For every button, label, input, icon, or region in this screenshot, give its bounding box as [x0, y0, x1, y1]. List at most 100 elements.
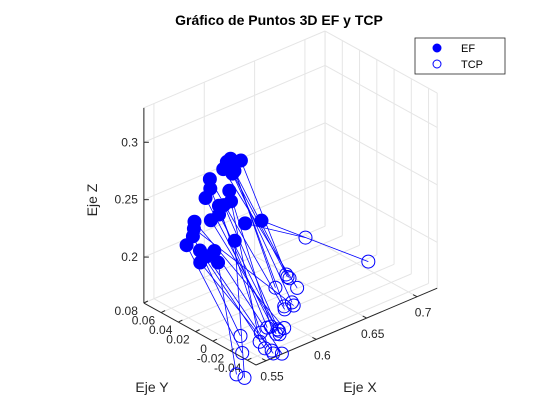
legend-ef-label: EF [461, 43, 475, 55]
y-tick-label: 0.06 [132, 314, 156, 328]
tcp-point [290, 280, 305, 295]
ef-tcp-link-line [223, 204, 280, 331]
ef-tcp-link-line [230, 201, 261, 342]
grid-line-floor-x [304, 234, 418, 298]
y-tick-mark [247, 357, 252, 361]
x-tick-mark [412, 294, 418, 298]
x-tick-label: 0.65 [361, 327, 385, 341]
grid-line-floor-y [160, 235, 343, 314]
grid-line-floor-x [204, 276, 317, 340]
y-tick-mark [195, 329, 200, 333]
tcp-point [266, 346, 281, 361]
legend: EF TCP [414, 37, 506, 75]
tcp-point [298, 230, 313, 245]
ef-point [238, 216, 253, 231]
x-tick-mark [362, 315, 367, 319]
ef-tcp-link-line [210, 220, 278, 330]
x-tick-mark [312, 336, 317, 340]
x-tick-label: 0.6 [314, 348, 331, 362]
tcp-point [257, 341, 272, 356]
tcp-point [237, 370, 252, 385]
tcp-point [280, 270, 295, 285]
z-axis-label: Eje Z [84, 183, 100, 216]
tcp-point [274, 346, 289, 361]
tcp-point [233, 328, 248, 343]
z-tick-label: 0.3 [121, 135, 138, 149]
tcp-point [253, 325, 268, 340]
y-tick-label: 0.02 [166, 333, 190, 347]
grid-line-wall-z [324, 179, 438, 243]
y-tick-mark [212, 338, 218, 342]
ef-point [211, 198, 226, 213]
grid-line-floor-x [153, 298, 267, 362]
ef-point [179, 238, 194, 253]
ef-point [203, 213, 218, 228]
legend-ef-marker [432, 43, 442, 53]
tcp-point [229, 367, 244, 382]
ef-point [211, 255, 226, 270]
tcp-point [268, 280, 283, 295]
tcp-point [286, 298, 301, 313]
ef-series [179, 151, 269, 270]
x-axis-label: Eje X [343, 379, 377, 395]
grid-line-floor-y [212, 263, 395, 342]
ef-tcp-link-line [234, 240, 245, 378]
ef-tcp-link-line [245, 222, 306, 238]
z-tick-label: 0.2 [121, 250, 138, 264]
legend-tcp-label: TCP [461, 59, 483, 71]
ef-tcp-link-line [194, 221, 285, 329]
grid-line-floor-x [254, 255, 367, 319]
ef-tcp-link-line [232, 173, 293, 303]
x-tick-label: 0.55 [260, 370, 284, 384]
y-tick-mark [178, 319, 183, 323]
ef-point [227, 163, 242, 178]
tcp-point [277, 320, 292, 335]
z-tick-label: 0.25 [115, 193, 139, 207]
ef-tcp-link-line [193, 228, 294, 306]
y-tick-label: 0 [200, 342, 207, 356]
ef-point [254, 213, 269, 228]
legend-tcp-marker [432, 59, 442, 69]
legend-box [414, 37, 506, 75]
y-axis-line [143, 302, 257, 366]
y-tick-label: 0.08 [115, 304, 139, 318]
tcp-point [235, 345, 250, 360]
tcp-point [270, 322, 285, 337]
y-tick-mark [160, 310, 166, 313]
grid-line-wall-z [143, 65, 326, 143]
ef-tcp-link-line [218, 214, 280, 335]
tcp-series [229, 230, 376, 385]
grid-line-floor-y [143, 225, 326, 304]
grid-line-floor-y [229, 273, 412, 352]
axes [143, 107, 438, 366]
tcp-point [282, 271, 297, 286]
grid-line-floor-y [178, 244, 360, 323]
ef-tcp-link-line [234, 170, 285, 307]
grid-edge [324, 30, 438, 94]
x-tick-mark [261, 358, 267, 362]
tcp-point [277, 302, 292, 317]
chart-title: Gráfico de Puntos 3D EF y TCP [175, 12, 383, 28]
tick-labels: 0.550.60.650.7-0.04-0.0200.020.040.060.0… [115, 135, 432, 383]
y-axis-label: Eje Y [135, 379, 169, 395]
tcp-point [279, 267, 294, 282]
tcp-point [264, 343, 279, 358]
ef-point [227, 233, 242, 248]
y-tick-label: 0.04 [149, 323, 173, 337]
ef-point [224, 194, 239, 209]
grid-line-wall-z [324, 122, 438, 186]
y-tick-mark [143, 300, 149, 304]
grid-line-wall-z [324, 65, 438, 128]
ef-tcp-link-line [261, 220, 369, 262]
grid-line-floor-y [195, 254, 378, 333]
ef-point [207, 243, 222, 258]
x-axis-line [255, 287, 438, 366]
x-tick-label: 0.7 [415, 306, 432, 320]
ef-tcp-link-line [206, 256, 274, 354]
ef-tcp-link-line [217, 262, 237, 375]
ef-tcp-link-line [199, 262, 272, 351]
y-tick-label: -0.02 [197, 352, 225, 366]
grid-edge [143, 30, 326, 109]
ef-point [198, 191, 213, 206]
